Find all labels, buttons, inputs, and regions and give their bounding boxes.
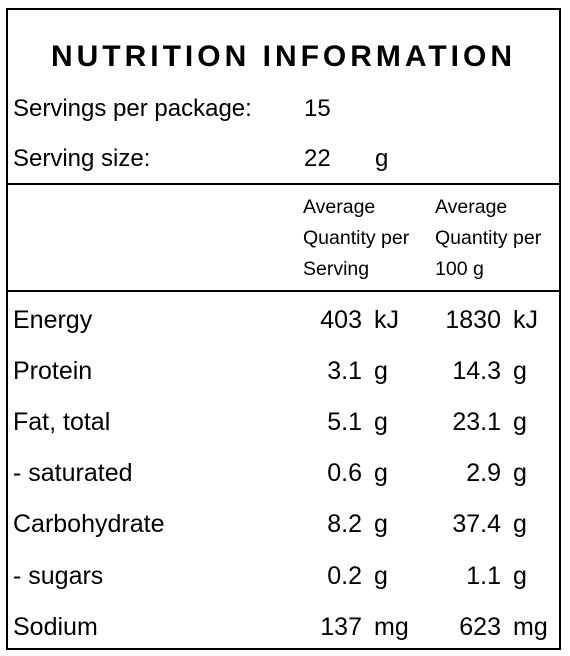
per-100g-amount: 14.3 [452,357,501,385]
serving-amount: 8.2 [327,510,362,538]
per-100g-unit: mg [513,613,548,641]
per-100g-amount: 1830 [445,306,501,334]
nutrient-label: - saturated [13,459,133,487]
per-100g-amount: 1.1 [466,562,501,590]
per-100g-unit: g [513,562,527,590]
serving-size-value: 22 [304,145,331,172]
per-100g-amount: 2.9 [466,459,501,487]
serving-unit: g [374,510,388,538]
servings-value: 15 [304,95,331,122]
nutrient-label: - sugars [13,562,104,590]
nutrition-panel: NUTRITION INFORMATION Servings per packa… [6,8,561,650]
serving-amount: 5.1 [327,408,362,436]
column-header-line: Average [303,196,376,218]
nutrient-label: Sodium [13,613,98,641]
serving-unit: g [374,357,388,385]
serving-size-unit: g [375,145,389,172]
nutrient-row-sugars: - sugars 0.2 g 1.1 g [8,556,559,596]
serving-unit: g [374,408,388,436]
column-header-line: 100 g [435,258,484,280]
nutrient-label: Energy [13,306,93,334]
per-100g-amount: 623 [459,613,501,641]
per-100g-amount: 37.4 [452,510,501,538]
servings-label: Servings per package: [13,95,252,122]
nutrient-row-carbohydrate: Carbohydrate 8.2 g 37.4 g [8,504,559,544]
column-header-line: Quantity per [303,227,410,249]
divider-middle [8,290,559,292]
nutrient-label: Carbohydrate [13,510,165,538]
serving-unit: g [374,562,388,590]
column-header-line: Serving [303,258,370,280]
column-header-per-serving: Average Quantity per Serving [303,192,409,285]
nutrient-row-fat-total: Fat, total 5.1 g 23.1 g [8,402,559,442]
serving-unit: kJ [374,306,399,334]
column-header-line: Average [435,196,508,218]
per-100g-unit: g [513,408,527,436]
nutrient-row-protein: Protein 3.1 g 14.3 g [8,351,559,391]
nutrient-row-saturated: - saturated 0.6 g 2.9 g [8,453,559,493]
serving-amount: 0.2 [327,562,362,590]
nutrient-label: Fat, total [13,408,111,436]
column-header-line: Quantity per [435,227,542,249]
per-100g-unit: g [513,357,527,385]
nutrient-row-sodium: Sodium 137 mg 623 mg [8,607,559,647]
serving-unit: mg [374,613,409,641]
nutrient-label: Protein [13,357,93,385]
per-100g-amount: 23.1 [452,408,501,436]
serving-unit: g [374,459,388,487]
serving-size-label: Serving size: [13,145,151,172]
column-header-per-100g: Average Quantity per 100 g [435,192,541,285]
panel-title: NUTRITION INFORMATION [50,40,517,73]
divider-top [8,183,559,185]
serving-amount: 0.6 [327,459,362,487]
per-100g-unit: g [513,459,527,487]
nutrient-row-energy: Energy 403 kJ 1830 kJ [8,300,559,340]
serving-amount: 137 [320,613,362,641]
serving-amount: 3.1 [327,357,362,385]
per-100g-unit: kJ [513,306,538,334]
serving-amount: 403 [320,306,362,334]
per-100g-unit: g [513,510,527,538]
